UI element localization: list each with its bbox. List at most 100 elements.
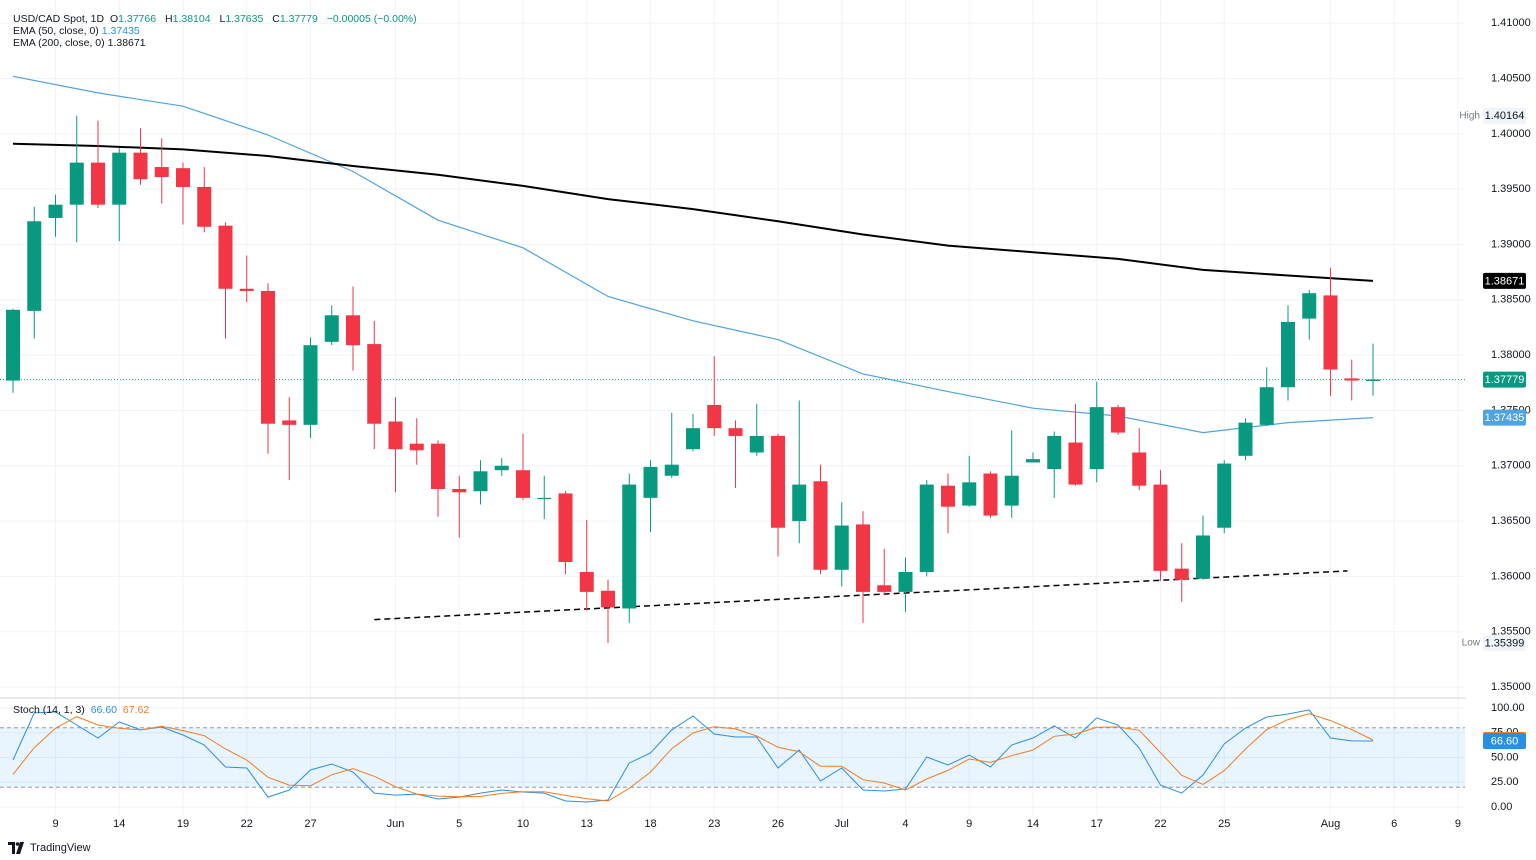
- candle-body: [685, 428, 700, 450]
- x-tick-label: 13: [581, 818, 593, 830]
- indicator-name: Stoch (14, 1, 3): [13, 704, 85, 716]
- last-price-badge-box: [1483, 371, 1526, 388]
- candle-body: [1344, 378, 1359, 381]
- candle-body: [409, 443, 424, 451]
- candle-body: [218, 225, 233, 289]
- candle-body: [69, 162, 84, 205]
- x-tick-label: 5: [456, 818, 462, 830]
- ohlc-high: H1.38104: [165, 13, 214, 25]
- y-tick-label: 100.00: [1491, 702, 1525, 714]
- extreme-label: Low: [1462, 638, 1481, 649]
- stoch-band: [0, 727, 1465, 788]
- candle-body: [303, 345, 318, 425]
- candle-body: [367, 344, 382, 424]
- candle-body: [834, 525, 849, 570]
- main-legend: USD/CAD Spot, 1D O1.37766 H1.38104 L1.37…: [13, 13, 420, 49]
- x-tick-label: 10: [517, 818, 529, 830]
- extreme-value-box: [1483, 107, 1526, 124]
- extreme-label: High: [1459, 110, 1480, 121]
- y-tick-label: 1.40000: [1491, 128, 1531, 140]
- y-tick-label: 1.37000: [1491, 460, 1531, 472]
- x-tick-label: 19: [177, 818, 189, 830]
- candle-body: [983, 473, 998, 516]
- stoch-line: [12, 709, 1374, 803]
- ema-line: [12, 142, 1374, 282]
- candle-body: [643, 466, 658, 498]
- ema200-badge-box: [1483, 272, 1526, 289]
- x-tick-label: Jul: [835, 818, 849, 830]
- candle-body: [1280, 321, 1295, 388]
- brand[interactable]: TradingView: [8, 842, 91, 854]
- candle-body: [940, 485, 955, 507]
- value: 1.37779: [279, 13, 318, 25]
- ema50-badge-box: [1483, 409, 1526, 426]
- value: 1.37635: [225, 13, 264, 25]
- stoch-line: [12, 713, 1374, 802]
- candle-body: [176, 168, 191, 187]
- prefix: H: [165, 13, 173, 25]
- candle-body: [1110, 407, 1125, 433]
- ohlc-close: C1.37779: [272, 13, 321, 25]
- x-tick-label: 17: [1091, 818, 1103, 830]
- indicator-value: 1.38671: [107, 37, 146, 49]
- indicator-value: 1.37435: [101, 25, 140, 37]
- y-tick-label: 1.38500: [1491, 294, 1531, 306]
- extreme-value: 1.35399: [1485, 637, 1525, 649]
- y-tick-label: 1.38000: [1491, 349, 1531, 361]
- candle-body: [1323, 295, 1338, 370]
- legend-row: EMA (200, close, 0) 1.38671: [13, 37, 420, 49]
- x-tick-label: 14: [113, 818, 125, 830]
- y-tick-label: 50.00: [1491, 751, 1519, 763]
- candle-body: [962, 482, 977, 506]
- stoch-badge-box: [1483, 733, 1526, 750]
- y-tick-label: 0.00: [1491, 801, 1512, 813]
- x-tick-label: 25: [1218, 818, 1230, 830]
- candle-body: [494, 465, 509, 471]
- candle-body: [855, 524, 870, 592]
- ema200-badge: 1.38671: [1485, 275, 1525, 287]
- candle-body: [452, 489, 467, 493]
- ema50-badge: 1.37435: [1485, 412, 1525, 424]
- x-tick-label: 23: [708, 818, 720, 830]
- candle-body: [1004, 475, 1019, 506]
- candle-body: [197, 186, 212, 227]
- candle-body: [154, 167, 169, 178]
- candle-body: [1153, 484, 1168, 571]
- candle-body: [728, 428, 743, 436]
- y-tick-label: 1.35000: [1491, 681, 1531, 693]
- x-tick-label: 22: [241, 818, 253, 830]
- candle-body: [600, 590, 615, 608]
- candle-body: [430, 443, 445, 490]
- candle-body: [1089, 407, 1104, 470]
- value: 1.38104: [172, 13, 211, 25]
- candle-body: [1174, 568, 1189, 580]
- indicator-name: EMA (50, close, 0): [13, 25, 99, 37]
- candle-body: [282, 420, 297, 425]
- candle-body: [792, 484, 807, 522]
- ema-line: [12, 75, 1374, 434]
- candle-body: [1365, 379, 1380, 382]
- x-tick-label: Aug: [1321, 818, 1341, 830]
- candle-body: [1302, 293, 1317, 319]
- y-tick-label: 1.36000: [1491, 570, 1531, 582]
- candle-body: [1259, 387, 1274, 425]
- y-tick-label: 1.41000: [1491, 17, 1531, 29]
- prefix: O: [109, 13, 119, 25]
- candle-body: [1047, 435, 1062, 470]
- x-tick-label: 4: [902, 818, 908, 830]
- candle-body: [1217, 463, 1232, 528]
- legend-row: EMA (50, close, 0) 1.37435: [13, 25, 420, 37]
- candle-body: [1238, 422, 1253, 456]
- candle-body: [1132, 452, 1147, 486]
- candle-body: [133, 152, 148, 180]
- x-tick-label: 18: [644, 818, 656, 830]
- candle-body: [388, 421, 403, 450]
- indicator-value: 67.62: [122, 704, 150, 716]
- candle-body: [48, 204, 63, 218]
- candle-body: [707, 404, 722, 429]
- candle-body: [473, 471, 488, 492]
- y-tick-label: 1.39000: [1491, 238, 1531, 250]
